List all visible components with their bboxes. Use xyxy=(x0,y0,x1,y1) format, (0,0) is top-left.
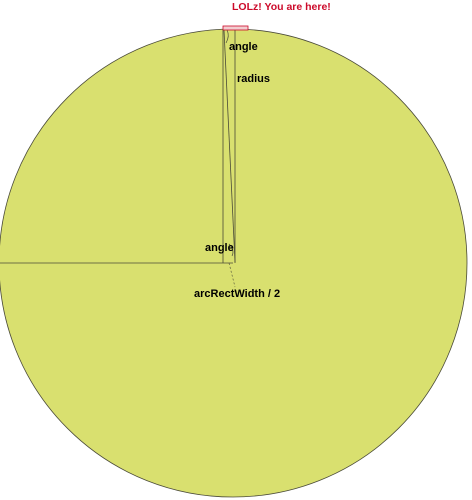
top-angle-arc xyxy=(225,29,229,44)
arc-rect-width-label: arcRectWidth / 2 xyxy=(194,288,280,300)
you-are-here-label: LOLz! You are here! xyxy=(232,1,331,13)
center-angle-label: angle xyxy=(205,242,234,254)
angled-radius-line xyxy=(223,29,236,263)
half-width-pointer xyxy=(228,262,236,288)
center-angle-arc xyxy=(228,243,234,257)
radius-label: radius xyxy=(237,73,270,85)
top-angle-label: angle xyxy=(229,41,258,53)
you-are-here-marker xyxy=(222,25,249,31)
